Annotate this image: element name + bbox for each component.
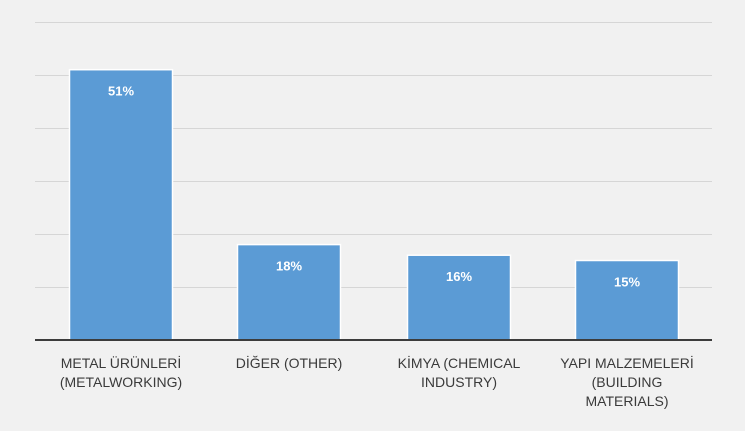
- category-labels: METAL ÜRÜNLERİ (METALWORKING) DİĞER (OTHER…: [60, 354, 694, 409]
- category-label-line: INDUSTRY): [421, 374, 497, 390]
- category-label-2: DİĞER (OTHER): [236, 354, 343, 371]
- bars: [68, 68, 680, 341]
- data-label-4: 15%: [614, 275, 640, 290]
- data-label-2: 18%: [276, 259, 302, 274]
- category-label-line: DİĞER (OTHER): [236, 354, 343, 371]
- category-label-3: KİMYA (CHEMICAL INDUSTRY): [398, 354, 521, 390]
- bar-1: [68, 68, 174, 341]
- data-label-3: 16%: [446, 269, 472, 284]
- category-label-line: (METALWORKING): [60, 374, 182, 390]
- category-label-line: MATERIALS): [586, 393, 669, 409]
- category-label-line: YAPI MALZEMELERİ: [560, 354, 694, 371]
- category-label-line: METAL ÜRÜNLERİ: [61, 354, 182, 371]
- bar-3: [406, 254, 512, 341]
- data-labels: 51% 18% 16% 15%: [108, 84, 640, 290]
- bar-4: [574, 259, 680, 341]
- category-label-line: (BUILDING: [592, 374, 663, 390]
- data-label-1: 51%: [108, 84, 134, 99]
- category-label-1: METAL ÜRÜNLERİ (METALWORKING): [60, 354, 182, 390]
- category-label-line: KİMYA (CHEMICAL: [398, 354, 521, 371]
- category-label-4: YAPI MALZEMELERİ (BUILDING MATERIALS): [560, 354, 694, 409]
